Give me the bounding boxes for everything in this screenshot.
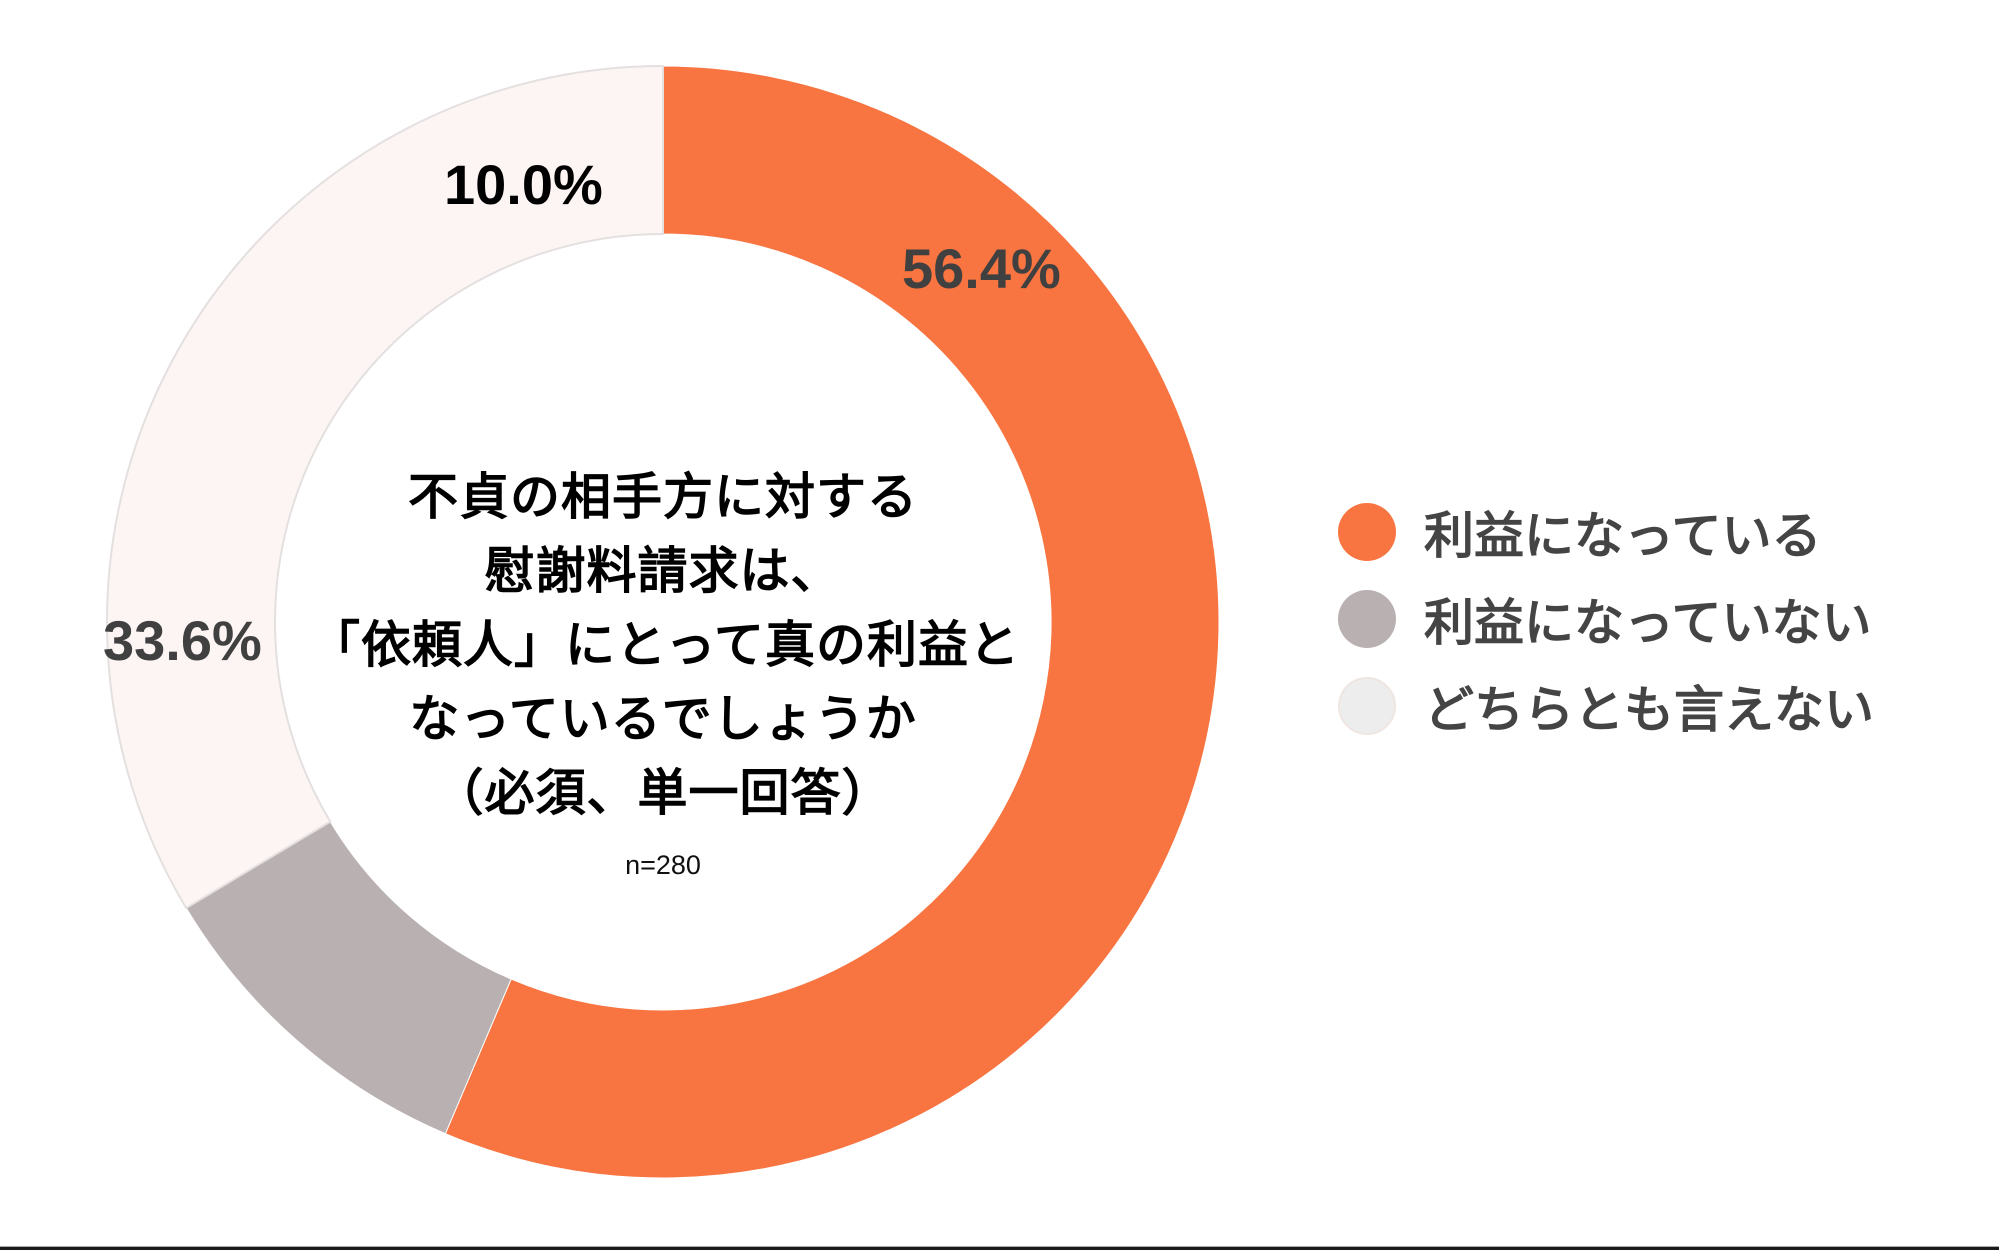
bottom-border-highlight (0, 1246, 1999, 1247)
legend-label: どちらとも言えない (1424, 680, 1874, 739)
data-label-no-benefit: 10.0% (444, 153, 603, 216)
donut-slice-2 (106, 64, 664, 910)
title-line: 不貞の相手方に対する (408, 468, 918, 526)
legend-item-benefit: 利益になっている (1338, 488, 1874, 575)
legend-item-neither: どちらとも言えない (1338, 662, 1874, 749)
title-line: 慰謝料請求は、 (484, 542, 842, 600)
legend-label: 利益になっていない (1424, 593, 1872, 652)
legend-label: 利益になっている (1424, 506, 1822, 565)
donut-slice-0 (444, 65, 1220, 1179)
bottom-border (0, 1247, 1999, 1250)
title-line: （必須、単一回答） (433, 764, 893, 822)
sample-size-label: n=280 (625, 850, 701, 880)
legend-swatch-circle-icon (1338, 502, 1396, 561)
chart-title: 不貞の相手方に対する 慰謝料請求は、 「依頼人」にとって真の利益と なっているで… (310, 460, 1020, 830)
legend-swatch-circle-icon (1338, 676, 1396, 735)
title-line: 「依頼人」にとって真の利益と (310, 616, 1020, 674)
legend: 利益になっている 利益になっていない どちらとも言えない (1338, 488, 1874, 749)
donut-slices (106, 64, 1220, 1179)
legend-swatch-circle-icon (1338, 589, 1396, 648)
data-label-benefit: 56.4% (902, 237, 1061, 300)
title-line: なっているでしょうか (409, 690, 917, 748)
data-label-neither: 33.6% (103, 609, 262, 672)
legend-item-no-benefit: 利益になっていない (1338, 575, 1874, 662)
